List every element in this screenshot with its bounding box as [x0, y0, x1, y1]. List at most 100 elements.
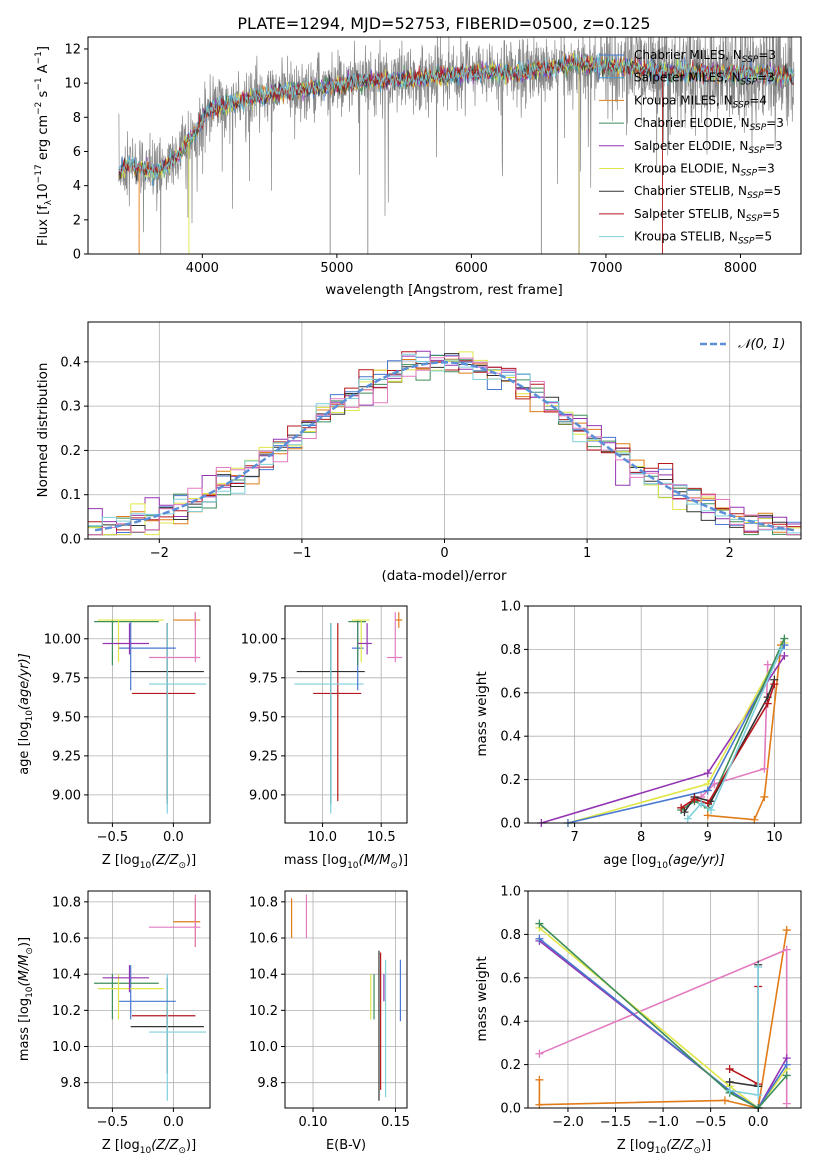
mass-weight-vs-age-marker	[780, 634, 789, 643]
age-vs-mass-ytick-label: 9.50	[249, 710, 278, 725]
mass-weight-vs-age-line-5	[567, 644, 786, 824]
mass-weight-vs-metallicity-ytick-label: 0.8	[500, 928, 521, 943]
mass-weight-vs-metallicity-xtick-label: −1.5	[600, 1115, 632, 1130]
mass-weight-vs-age-xtick-label: 9	[704, 830, 712, 845]
spectrum-ytick-label: 4	[73, 179, 81, 194]
mass-vs-metallicity-ytick-label: 10.4	[52, 968, 81, 983]
mass-weight-vs-age-marker	[760, 792, 769, 801]
mass-weight-vs-metallicity-marker	[782, 1071, 791, 1080]
mass-weight-vs-metallicity-marker	[535, 934, 544, 943]
age-vs-mass-ytick-label: 9.00	[249, 788, 278, 803]
mass-vs-metallicity-errorbar-4	[118, 965, 176, 1020]
mass-vs-metallicity-ylabel: mass [log10(M/M⊙)]	[17, 937, 35, 1061]
legend-label-4: Chabrier ELODIE, NSSP=3	[634, 116, 784, 133]
mass-weight-vs-age-ytick-label: 0.4	[500, 730, 521, 745]
mass-weight-vs-metallicity-marker	[535, 1049, 544, 1058]
residual-xtick-label: −1	[292, 546, 311, 561]
mass-weight-vs-age-line-1	[707, 645, 782, 821]
residual-xlabel: (data-model)/error	[381, 568, 507, 584]
age-vs-mass-ytick-label: 10.00	[241, 632, 278, 647]
age-vs-metallicity-errorbar-5	[94, 620, 159, 666]
spectrum-xtick-label: 6000	[455, 261, 488, 276]
age-vs-metallicity-axes-frame	[87, 605, 211, 824]
spectrum-ytick-label: 10	[64, 77, 81, 92]
mass-weight-vs-age-marker	[707, 805, 716, 814]
normal-curve	[94, 361, 795, 532]
mass-vs-metallicity-xlabel: Z [log10(Z/Z⊙)]	[102, 1138, 196, 1156]
age-vs-mass-xtick-label: 10.0	[308, 830, 337, 845]
residual-ytick-label: 0.0	[60, 533, 81, 548]
mass-weight-vs-metallicity-marker	[782, 1060, 791, 1069]
mass-vs-metallicity-errorbar-9	[149, 894, 201, 948]
mass-weight-vs-age-marker	[777, 645, 786, 654]
residual-ytick-label: 0.1	[60, 488, 81, 503]
residual-ytick-label: 0.2	[60, 444, 81, 459]
legend-label-2: Salpeter MILES, NSSP=3	[634, 71, 775, 88]
spectrum-ytick-label: 8	[73, 111, 81, 126]
mass-weight-vs-metallicity-marker	[725, 1064, 734, 1073]
age-vs-metallicity-ylabel: age [log10(age/yr)]	[17, 653, 35, 775]
mass-vs-metallicity-xtick-label: 0.0	[163, 1115, 184, 1130]
age-vs-mass-ytick-label: 9.25	[249, 749, 278, 764]
mass-vs-metallicity-ytick-label: 10.8	[52, 895, 81, 910]
mass-weight-vs-age-marker	[680, 808, 689, 817]
mass-vs-metallicity-ytick-label: 9.8	[60, 1076, 81, 1091]
mass-vs-metallicity-errorbar-6	[97, 974, 164, 1020]
mass-weight-vs-metallicity-xtick-label: −2.0	[552, 1115, 584, 1130]
mass-vs-extinction-xtick-label: 0.10	[299, 1115, 328, 1130]
mass-weight-vs-age-line-9	[687, 649, 782, 820]
spectrum-xlabel: wavelength [Angstrom, rest frame]	[325, 282, 563, 298]
residual-histogram-8	[88, 353, 801, 534]
age-vs-metallicity-errorbar-9	[149, 612, 201, 663]
mass-weight-vs-age-marker	[690, 795, 699, 804]
mass-weight-vs-metallicity-marker	[535, 1075, 544, 1084]
mass-weight-vs-metallicity-ylabel: mass weight	[474, 956, 490, 1041]
mass-vs-metallicity-ytick-label: 10.2	[52, 1004, 81, 1019]
age-vs-metallicity-xtick-label: 0.0	[163, 830, 184, 845]
mass-vs-extinction-panel: 0.10 0.15 9.8 10.0 10.2 10.4 10.6 10.8 E(B-V)	[249, 890, 410, 1153]
spectrum-xtick-label: 7000	[589, 261, 622, 276]
mass-weight-vs-metallicity-marker	[782, 1099, 791, 1108]
age-vs-metallicity-errorbar-3	[149, 623, 207, 814]
legend-label-8: Salpeter STELIB, NSSP=5	[634, 207, 780, 224]
spectrum-panel: PLATE=1294, MJD=52753, FIBERID=0500, z=0…	[34, 14, 802, 298]
mass-weight-vs-metallicity-ytick-label: 0.4	[500, 1015, 521, 1030]
residual-plot-area	[88, 350, 801, 536]
age-vs-mass-xlabel: mass [log10(M/M⊙)]	[284, 853, 408, 871]
mass-weight-vs-age-marker	[770, 680, 779, 689]
mass-vs-extinction-ytick-label: 10.6	[249, 932, 278, 947]
mass-weight-vs-age-marker	[677, 803, 686, 812]
spectrum-title: PLATE=1294, MJD=52753, FIBERID=0500, z=0…	[237, 14, 650, 33]
age-vs-mass-errorbar-1	[313, 623, 362, 802]
mass-weight-vs-metallicity-panel: −2.0 −1.5 −1.0 −0.5 0.0 0.0 0.2 0.4 0.6 0.8 1.0 Z …	[474, 885, 802, 1156]
spectrum-ytick-label: 6	[73, 145, 81, 160]
legend-label-6: Kroupa ELODIE, NSSP=3	[634, 162, 775, 179]
legend-label-3: Kroupa MILES, NSSP=4	[634, 93, 767, 110]
age-vs-mass-xtick-label: 10.5	[367, 830, 396, 845]
mass-weight-vs-age-ytick-label: 0.2	[500, 773, 521, 788]
mass-weight-vs-age-xtick-label: 7	[570, 830, 578, 845]
mass-weight-vs-metallicity-axes-frame	[527, 890, 802, 1109]
spectrum-data-line	[118, 37, 795, 254]
residual-xtick-label: 1	[583, 546, 591, 561]
age-vs-metallicity-ytick-label: 9.75	[52, 671, 81, 686]
age-vs-mass-errorbar-3	[294, 623, 364, 814]
age-vs-mass-errorbar-7	[357, 623, 372, 655]
mass-weight-vs-metallicity-marker	[535, 1100, 544, 1109]
mass-weight-vs-age-panel: 7 8 9 10 0.0 0.2 0.4 0.6 0.8 1.0 age [log10(age/y…	[474, 600, 802, 871]
mass-weight-vs-metallicity-marker	[782, 926, 791, 935]
age-vs-metallicity-errorbar-6	[97, 619, 164, 663]
mass-weight-vs-metallicity-ytick-label: 0.6	[500, 971, 521, 986]
mass-vs-metallicity-xtick-label: −0.5	[97, 1115, 129, 1130]
mass-weight-vs-metallicity-marker	[725, 1077, 734, 1086]
mass-weight-vs-metallicity-ytick-label: 0.0	[500, 1102, 521, 1117]
age-vs-metallicity-errorbar-7	[102, 623, 149, 655]
mass-weight-vs-metallicity-ytick-label: 0.2	[500, 1058, 521, 1073]
mass-weight-vs-age-ytick-label: 0.8	[500, 643, 521, 658]
age-vs-mass-ytick-label: 9.75	[249, 671, 278, 686]
mass-weight-vs-age-xtick-label: 10	[766, 830, 783, 845]
mass-weight-vs-age-marker	[750, 815, 759, 824]
legend-label-7: Chabrier STELIB, NSSP=5	[634, 184, 781, 201]
mass-vs-extinction-ytick-label: 10.8	[249, 895, 278, 910]
spectrum-model-line-7	[118, 56, 795, 182]
